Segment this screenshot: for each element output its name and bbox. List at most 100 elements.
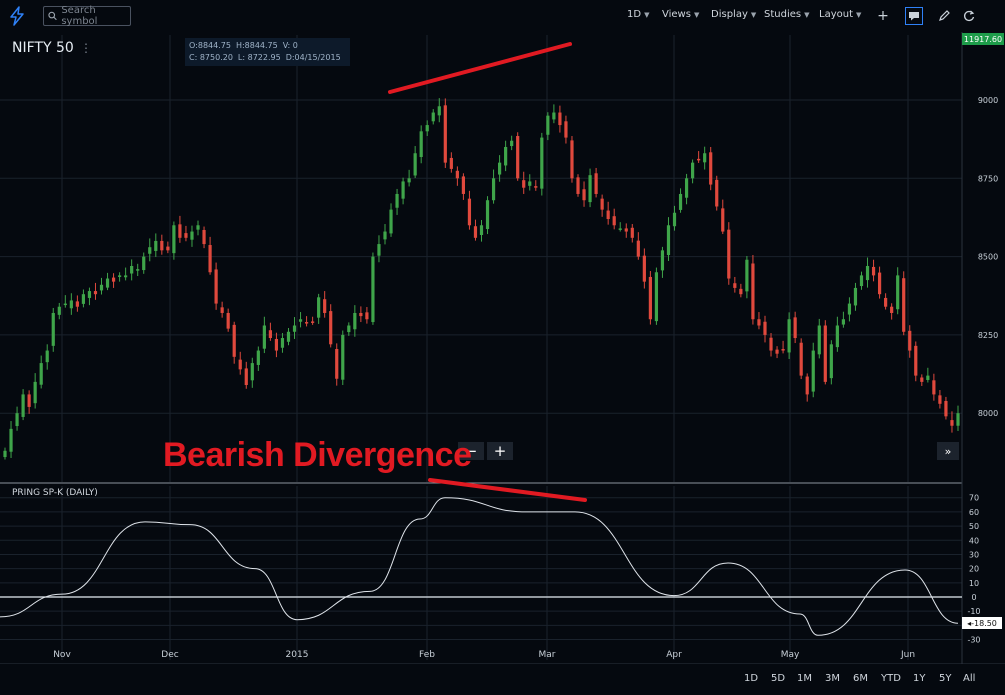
candle-body <box>884 297 888 307</box>
more-options-icon[interactable]: ⋮ <box>80 41 92 55</box>
candle-body <box>130 265 134 274</box>
candle-body <box>87 291 92 298</box>
candle-body <box>678 193 683 210</box>
candle-body <box>805 376 809 395</box>
candle-body <box>304 322 309 324</box>
candle-body <box>920 377 924 382</box>
range-1d[interactable]: 1D <box>744 673 759 684</box>
candle-body <box>15 413 19 427</box>
zoom-in-button[interactable]: + <box>487 442 513 460</box>
candle-body <box>715 179 719 207</box>
osc-y-tick-label: 50 <box>969 522 979 531</box>
display-menu[interactable]: Display ▼ <box>711 9 756 20</box>
y-tick-label: 8000 <box>978 409 998 418</box>
candle-body <box>787 319 791 353</box>
candle-body <box>739 288 743 295</box>
candle-body <box>75 301 79 307</box>
studies-label: Studies <box>764 9 802 20</box>
candle-body <box>703 153 707 163</box>
candle-body <box>184 233 188 238</box>
ohlc-legend: O:8844.75 H:8844.75 V: 0 C: 8750.20 L: 8722… <box>185 38 350 66</box>
candle-body <box>105 278 110 288</box>
range-3m[interactable]: 3M <box>825 673 840 684</box>
candle-body <box>256 350 260 365</box>
candle-body <box>485 200 490 230</box>
range-1m[interactable]: 1M <box>797 673 812 684</box>
candle-body <box>817 325 821 355</box>
candle-body <box>262 325 266 349</box>
views-label: Views <box>662 9 691 20</box>
candle-body <box>250 363 254 381</box>
symbol-name[interactable]: NIFTY 50 <box>12 40 74 56</box>
x-tick-label: Dec <box>161 650 178 660</box>
range-all[interactable]: All <box>963 673 976 684</box>
views-menu[interactable]: Views ▼ <box>662 9 699 20</box>
candle-body <box>606 210 610 220</box>
candle-body <box>835 325 839 348</box>
candle-body <box>576 177 580 194</box>
candle-body <box>877 272 882 295</box>
indicator-title[interactable]: PRING SP-K (DAILY) <box>12 488 98 498</box>
osc-y-tick-label: -30 <box>967 636 980 645</box>
candle-body <box>926 375 930 381</box>
candle-body <box>9 428 13 452</box>
range-5y[interactable]: 5Y <box>939 673 952 684</box>
candle-body <box>914 345 918 376</box>
interval-label: 1D <box>627 9 642 20</box>
candle-body <box>208 245 212 273</box>
draw-pencil-icon[interactable] <box>935 7 953 25</box>
candle-body <box>636 240 640 257</box>
range-ytd[interactable]: YTD <box>881 673 901 684</box>
x-tick-label: May <box>781 650 800 660</box>
candle-body <box>847 303 852 315</box>
display-label: Display <box>711 9 748 20</box>
candle-body <box>45 350 49 363</box>
candle-body <box>654 272 659 322</box>
ohlc-volume: V: 0 <box>282 41 298 50</box>
chevron-down-icon: ▼ <box>804 11 810 19</box>
candle-body <box>142 256 146 271</box>
y-tick-label: 8250 <box>978 331 998 340</box>
scroll-to-latest-button[interactable]: » <box>937 442 959 460</box>
interval-menu[interactable]: 1D ▼ <box>627 9 649 20</box>
lightning-logo-icon[interactable] <box>8 6 26 26</box>
comment-icon[interactable] <box>905 7 923 25</box>
ohlc-open: O:8844.75 <box>189 41 231 50</box>
range-6m[interactable]: 6M <box>853 673 868 684</box>
candle-body <box>938 395 942 404</box>
range-5d[interactable]: 5D <box>771 673 786 684</box>
osc-y-tick-label: 70 <box>969 494 979 503</box>
zoom-out-button[interactable]: − <box>458 442 484 460</box>
range-1y[interactable]: 1Y <box>913 673 926 684</box>
candle-body <box>431 112 435 122</box>
osc-y-tick-label: 0 <box>971 593 976 602</box>
candle-body <box>136 269 140 271</box>
candle-body <box>425 125 429 132</box>
search-placeholder: Search symbol <box>61 5 98 27</box>
studies-menu[interactable]: Studies ▼ <box>764 9 810 20</box>
search-input[interactable]: Search symbol <box>43 5 131 27</box>
candle-body <box>775 349 779 354</box>
candle-body <box>624 228 628 232</box>
candle-body <box>341 334 345 380</box>
crosshair-icon[interactable]: + <box>877 8 889 24</box>
candle-body <box>286 331 291 342</box>
candle-body <box>823 325 827 382</box>
candle-body <box>510 140 514 147</box>
ohlc-low: L: 8722.95 <box>237 53 281 62</box>
candle-body <box>311 321 315 323</box>
candle-body <box>932 380 936 395</box>
candle-body <box>377 244 381 256</box>
reset-icon[interactable] <box>960 7 978 25</box>
candle-body <box>890 306 894 313</box>
candle-body <box>594 173 598 194</box>
candle-body <box>648 276 652 320</box>
layout-menu[interactable]: Layout ▼ <box>819 9 861 20</box>
candle-body <box>950 420 954 426</box>
candle-body <box>522 180 526 188</box>
candle-body <box>154 240 158 251</box>
candle-body <box>395 193 399 208</box>
candle-body <box>853 287 858 306</box>
osc-y-tick-label: -10 <box>967 607 980 616</box>
